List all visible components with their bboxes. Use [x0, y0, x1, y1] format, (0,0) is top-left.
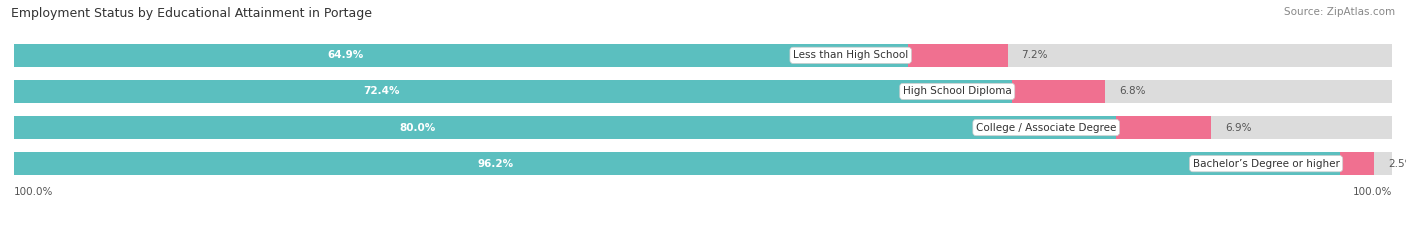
- Text: 64.9%: 64.9%: [328, 50, 363, 60]
- Text: 96.2%: 96.2%: [478, 159, 515, 169]
- Bar: [908, 44, 1008, 67]
- Bar: [14, 152, 1392, 175]
- Bar: [14, 44, 908, 67]
- Text: Less than High School: Less than High School: [793, 50, 908, 60]
- Text: College / Associate Degree: College / Associate Degree: [976, 123, 1116, 133]
- Bar: [14, 152, 1340, 175]
- Text: 6.9%: 6.9%: [1225, 123, 1251, 133]
- Bar: [1340, 152, 1374, 175]
- Text: 80.0%: 80.0%: [399, 123, 436, 133]
- Text: High School Diploma: High School Diploma: [903, 86, 1012, 96]
- Bar: [1012, 80, 1105, 103]
- Text: 2.5%: 2.5%: [1388, 159, 1406, 169]
- Bar: [14, 80, 1012, 103]
- Text: 72.4%: 72.4%: [363, 86, 399, 96]
- Text: 7.2%: 7.2%: [1021, 50, 1047, 60]
- Text: 100.0%: 100.0%: [14, 187, 53, 197]
- Bar: [14, 80, 1392, 103]
- Bar: [14, 44, 1392, 67]
- Text: 100.0%: 100.0%: [1353, 187, 1392, 197]
- Text: Employment Status by Educational Attainment in Portage: Employment Status by Educational Attainm…: [11, 7, 373, 20]
- Bar: [1116, 116, 1212, 139]
- Bar: [14, 116, 1392, 139]
- Text: Source: ZipAtlas.com: Source: ZipAtlas.com: [1284, 7, 1395, 17]
- Text: Bachelor’s Degree or higher: Bachelor’s Degree or higher: [1192, 159, 1340, 169]
- Legend: In Labor Force, Unemployed: In Labor Force, Unemployed: [595, 229, 811, 233]
- Text: 6.8%: 6.8%: [1119, 86, 1146, 96]
- Bar: [14, 116, 1116, 139]
